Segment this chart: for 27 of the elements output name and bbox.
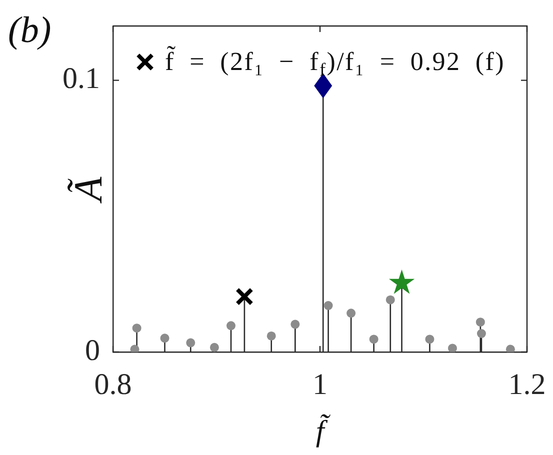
point <box>130 344 140 352</box>
y-tick-label: 0.1 <box>62 62 100 96</box>
point <box>160 334 170 343</box>
point <box>425 334 434 344</box>
point <box>506 344 515 352</box>
point <box>324 301 333 310</box>
point <box>235 288 254 306</box>
x-axis-title: f̃ <box>316 414 331 448</box>
chart-title: (b) <box>8 10 52 51</box>
point <box>476 318 485 327</box>
point <box>226 321 236 330</box>
point <box>386 295 395 304</box>
y-tick-label: 0 <box>85 334 100 367</box>
point <box>290 320 300 329</box>
point <box>369 334 378 344</box>
point <box>346 308 356 318</box>
x-tick-label: 1 <box>312 368 328 401</box>
point <box>388 269 415 294</box>
point <box>476 329 486 338</box>
y-axis-title: Ã <box>66 176 111 204</box>
x-tick-label: 1.2 <box>508 368 546 401</box>
point <box>448 344 457 352</box>
point <box>186 338 196 348</box>
point <box>210 342 219 352</box>
point <box>266 331 276 340</box>
point <box>132 324 142 333</box>
x-tick-label: 0.8 <box>94 368 132 401</box>
